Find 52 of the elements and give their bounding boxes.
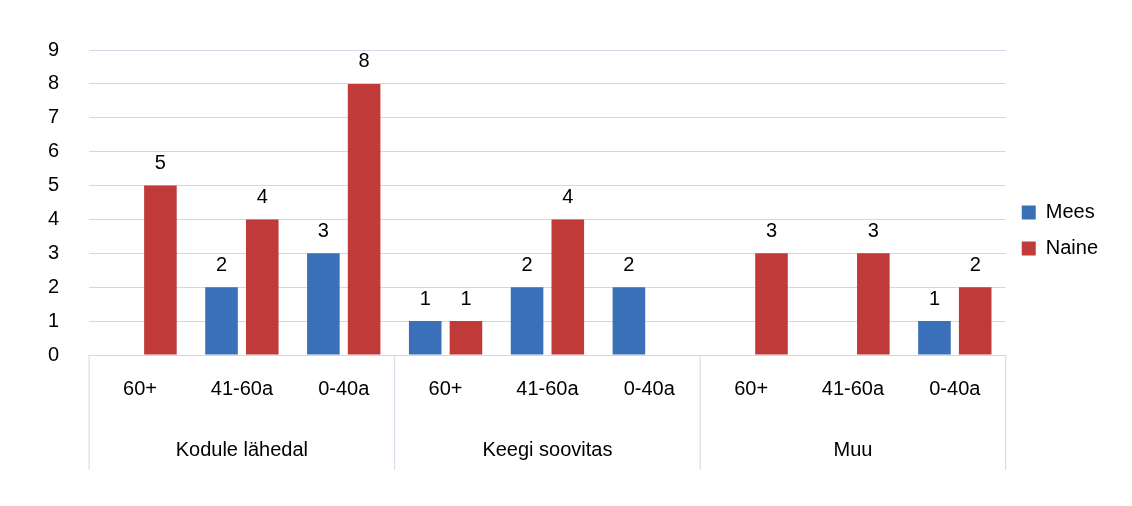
text: Muu [833, 437, 873, 460]
data-label: 5 [154, 151, 166, 174]
y-tick-label: 6 [48, 139, 60, 162]
bar [347, 83, 381, 355]
x-tick-label: 60+ [428, 376, 463, 399]
legend-label: Naine [1045, 236, 1099, 259]
bar [449, 321, 483, 355]
text: Kodule lähedal [175, 437, 309, 460]
data-label: 3 [765, 218, 778, 241]
x-tick-label: 60+ [123, 376, 158, 399]
bar [408, 321, 442, 355]
bar [245, 219, 279, 355]
data-label: 1 [928, 286, 941, 309]
x-tick-label: 0-40a [318, 376, 371, 399]
data-label: 8 [358, 49, 370, 72]
bar [612, 287, 646, 355]
data-label: 1 [460, 286, 472, 309]
y-tick-label: 3 [48, 240, 60, 263]
data-label: 3 [867, 218, 879, 241]
bar [958, 287, 992, 355]
x-tick-label: 41-60a [210, 376, 274, 399]
x-tick-label: 0-40a [623, 376, 676, 399]
y-tick-label: 9 [48, 37, 60, 60]
y-tick-label: 4 [48, 206, 60, 229]
bar [551, 219, 585, 355]
x-tick-label: 60+ [734, 376, 769, 399]
data-label: 2 [623, 252, 635, 275]
data-label: 2 [215, 252, 228, 275]
bar [755, 253, 788, 355]
data-label: 3 [317, 218, 329, 241]
text: Keegi soovitas [482, 437, 613, 460]
data-label: 4 [562, 184, 574, 207]
bar [205, 287, 238, 355]
y-tick-label: 5 [48, 173, 60, 196]
bar [857, 253, 890, 355]
bar [918, 321, 951, 355]
data-label: 1 [419, 286, 431, 309]
bar [510, 287, 544, 355]
y-tick-label: 1 [48, 308, 60, 331]
bar [144, 185, 177, 355]
y-tick-label: 7 [48, 105, 60, 128]
data-label: 4 [256, 184, 268, 207]
y-tick-label: 2 [48, 274, 60, 297]
y-tick-label: 0 [48, 342, 60, 365]
legend-label: Mees [1045, 200, 1095, 223]
x-tick-label: 0-40a [929, 376, 982, 399]
data-label: 2 [969, 252, 981, 275]
x-tick-label: 41-60a [821, 376, 885, 399]
y-tick-label: 8 [48, 71, 60, 94]
bar [307, 253, 340, 355]
data-label: 2 [521, 252, 533, 275]
x-tick-label: 41-60a [516, 376, 580, 399]
